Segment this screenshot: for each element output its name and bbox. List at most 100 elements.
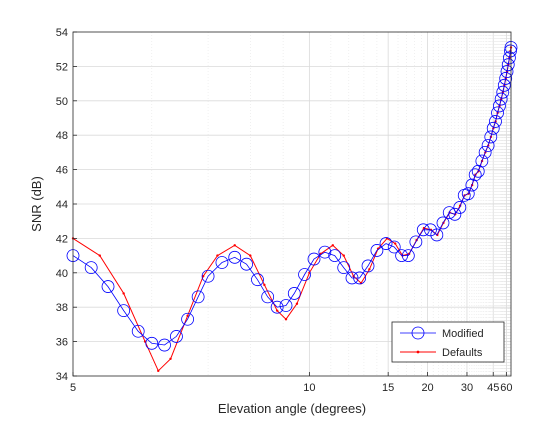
y-tick-label: 46 (56, 165, 68, 177)
modified-point (409, 235, 423, 249)
x-tick-label: 10 (303, 382, 315, 394)
legend-marker-defaults (416, 350, 420, 354)
x-axis-label: Elevation angle (degrees) (218, 401, 366, 416)
defaults-point (98, 254, 101, 257)
grid (73, 32, 511, 376)
y-tick-label: 50 (56, 96, 68, 108)
modified-point (101, 280, 115, 293)
y-tick-label: 54 (56, 27, 68, 39)
modified-point (416, 223, 430, 237)
x-tick-label: 15 (382, 382, 394, 394)
modified-point (337, 261, 351, 275)
modified-point (201, 269, 215, 283)
defaults-point (169, 357, 172, 360)
modified-point (307, 252, 321, 266)
x-tick-label: 5 (70, 382, 76, 394)
defaults-point (331, 244, 335, 247)
modified-point (478, 145, 492, 159)
modified-point (318, 245, 332, 259)
legend-items: Modified Defaults (400, 326, 484, 359)
ticks: 5 10 15 20 30 45 60 34 36 38 40 42 44 46 48 50 52 54 (56, 27, 513, 394)
modified-point (84, 261, 98, 275)
modified-point (228, 250, 242, 264)
modified-point (497, 78, 511, 92)
x-tick-label: 60 (500, 382, 512, 394)
defaults-point (284, 318, 288, 321)
defaults-point (249, 254, 252, 257)
modified-point (181, 312, 195, 326)
modified-point (361, 259, 375, 273)
y-tick-label: 36 (56, 337, 68, 349)
modified-point (370, 244, 384, 257)
y-tick-label: 48 (56, 130, 68, 142)
legend-box (391, 321, 505, 363)
modified-point (287, 287, 301, 300)
modified-point (279, 299, 293, 312)
y-tick-label: 34 (56, 371, 68, 383)
modified-point (298, 268, 311, 281)
modified-point (430, 228, 444, 242)
modified-point (117, 304, 131, 318)
modified-point (145, 336, 159, 350)
modified-point (481, 139, 495, 152)
modified-point (424, 223, 437, 237)
modified-point (499, 72, 513, 85)
modified-point (504, 44, 517, 58)
series-layer (66, 41, 518, 373)
y-tick-label: 42 (56, 233, 68, 245)
modified-point (484, 130, 498, 144)
modified-point (353, 271, 367, 285)
modified-point (491, 106, 504, 120)
modified-point (345, 271, 359, 285)
modified-point (270, 300, 284, 314)
defaults-point (186, 314, 189, 317)
modified-point (328, 249, 342, 263)
defaults-point (342, 254, 345, 257)
modified-point (489, 115, 502, 128)
modified-point (215, 256, 229, 269)
modified-point (379, 237, 393, 250)
y-tick-label: 40 (56, 268, 68, 280)
legend-marker-modified (411, 326, 425, 340)
modified-point (494, 92, 508, 106)
defaults-point (157, 369, 160, 373)
legend: Modified Defaults (391, 321, 505, 363)
modified-point (261, 290, 275, 304)
modified-point (493, 99, 506, 113)
modified-point (131, 324, 145, 338)
modified-point (461, 187, 475, 201)
x-tick-label: 20 (421, 382, 433, 394)
legend-label-defaults: Defaults (442, 347, 483, 359)
modified-point (465, 178, 479, 192)
modified-point (191, 290, 205, 304)
defaults-point (122, 292, 125, 295)
modified-point (475, 154, 489, 168)
modified-point (453, 201, 467, 214)
defaults-point (216, 254, 219, 257)
modified-point (501, 58, 515, 72)
modified-point (502, 51, 516, 65)
modified-point (496, 85, 510, 99)
modified-point (468, 168, 482, 182)
y-tick-label: 52 (56, 61, 68, 73)
y-axis-label: SNR (dB) (29, 176, 44, 232)
legend-label-modified: Modified (442, 328, 484, 340)
defaults-point (394, 242, 397, 245)
series-line-modified (72, 47, 512, 346)
defaults-point (368, 268, 371, 271)
x-tick-label: 30 (461, 382, 473, 394)
modified-point (486, 121, 500, 135)
modified-point (170, 330, 183, 343)
y-tick-label: 38 (56, 302, 68, 314)
defaults-point (263, 283, 266, 287)
defaults-point (201, 275, 205, 278)
modified-point (387, 240, 401, 254)
modified-point (395, 249, 409, 263)
defaults-point (295, 302, 299, 305)
defaults-point (233, 244, 236, 247)
modified-point (500, 65, 514, 78)
modified-point (448, 207, 462, 221)
modified-point (251, 273, 264, 287)
